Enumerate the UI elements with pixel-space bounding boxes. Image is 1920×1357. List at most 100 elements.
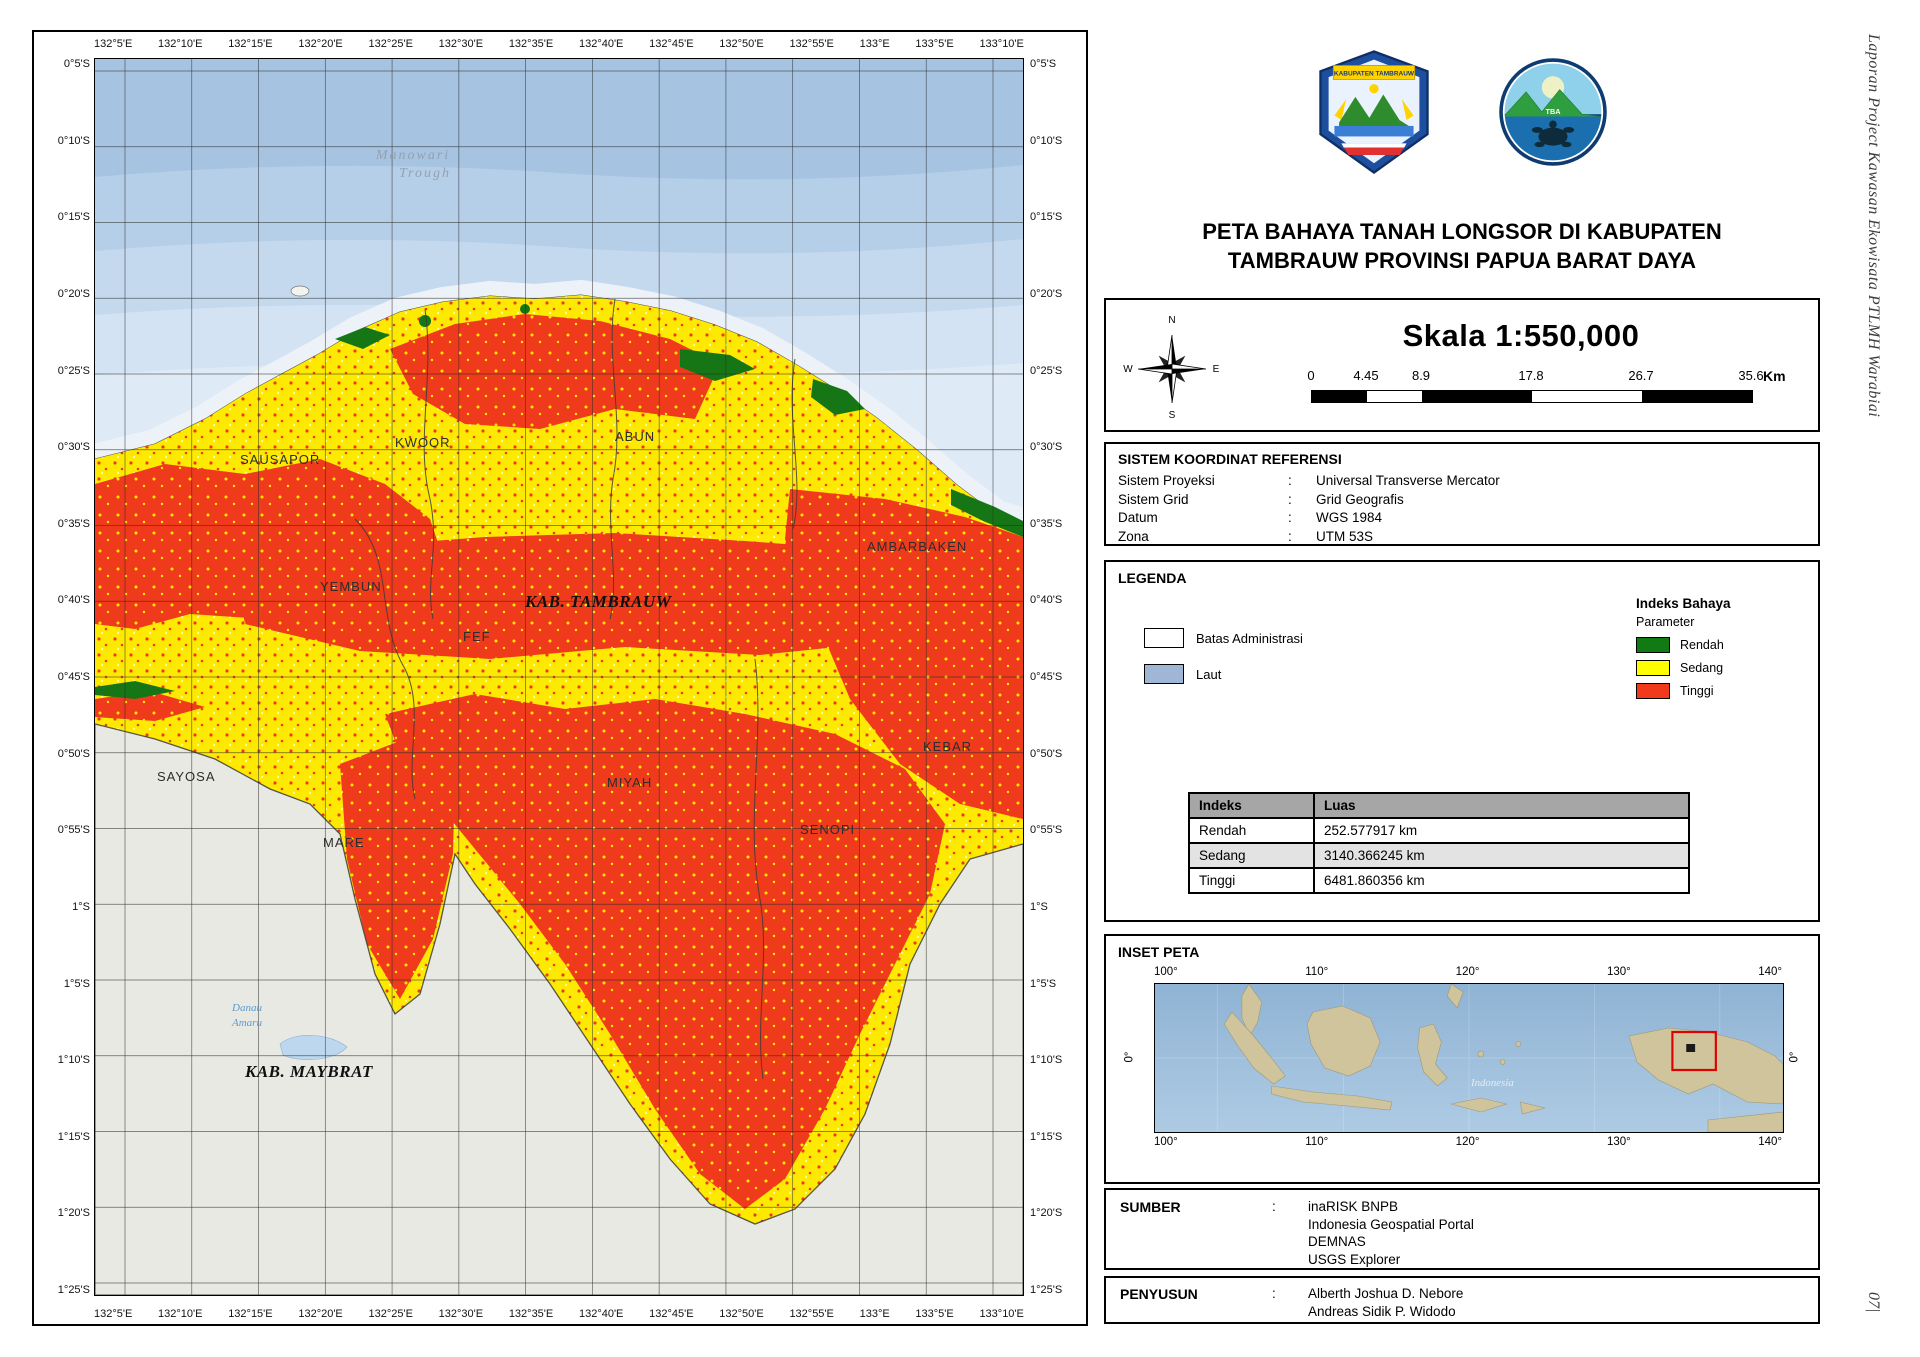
crs-row-label: Zona xyxy=(1118,528,1149,544)
coordinate-label: 132°20'E xyxy=(298,1308,343,1320)
inset-axis-label: 140° xyxy=(1758,966,1782,978)
coordinate-label: 132°25'E xyxy=(368,1308,413,1320)
crs-row-value: Grid Geografis xyxy=(1316,491,1404,507)
coordinate-label: 0°30'S xyxy=(57,441,90,454)
hazard-map-svg: Manowari Trough SAUSAPOR KWOOR ABUN AMBA… xyxy=(95,59,1023,1295)
coordinate-label: 1°25'S xyxy=(1030,1284,1063,1296)
region-label-sausapor: SAUSAPOR xyxy=(240,452,320,467)
scale-tick: 0 xyxy=(1307,368,1315,383)
coordinate-label: 0°35'S xyxy=(1030,517,1063,530)
coordinate-label: 0°45'S xyxy=(1030,671,1063,683)
inset-y-label-right: 0° xyxy=(1788,1051,1801,1063)
coordinate-label: 132°10'E xyxy=(158,1308,203,1320)
sea-label-line1: Manowari xyxy=(375,148,450,163)
sumber-title: SUMBER xyxy=(1120,1199,1181,1215)
map-title-line2: TAMBRAUW PROVINSI PAPUA BARAT DAYA xyxy=(1227,247,1697,273)
scale-section: N E S W Skala 1:550,000 0 4.45 xyxy=(1104,298,1820,432)
region-label-sayosa: SAYOSA xyxy=(157,769,216,784)
inset-axis-label: 140° xyxy=(1758,1136,1782,1148)
inset-title: INSET PETA xyxy=(1118,944,1200,960)
inset-axis-label: 100° xyxy=(1154,966,1178,978)
map-title: PETA BAHAYA TANAH LONGSOR DI KABUPATEN T… xyxy=(1104,218,1820,275)
coordinate-label: 132°55'E xyxy=(789,1308,834,1320)
penyusun-title: PENYUSUN xyxy=(1120,1286,1198,1302)
legend-item: Laut xyxy=(1144,664,1303,684)
sumber-separator: : xyxy=(1272,1199,1276,1214)
inset-axis-label: 110° xyxy=(1305,1136,1329,1148)
sumber-line: USGS Explorer xyxy=(1308,1251,1401,1267)
crs-row-value: Universal Transverse Mercator xyxy=(1316,473,1500,488)
coordinate-label: 1°S xyxy=(72,900,90,913)
coordinate-label: 132°15'E xyxy=(228,1308,273,1320)
crs-title: SISTEM KOORDINAT REFERENSI xyxy=(1118,451,1342,467)
coordinate-label: 0°20'S xyxy=(1030,287,1063,300)
crs-row-separator: : xyxy=(1288,528,1292,544)
coordinate-label: 1°20'S xyxy=(57,1207,90,1220)
coordinate-label: 0°15'S xyxy=(1030,211,1063,224)
coordinate-label: 1°25'S xyxy=(57,1284,90,1296)
coordinate-label: 0°40'S xyxy=(57,594,90,607)
coordinate-label: 0°10'S xyxy=(57,134,90,147)
coordinate-label: 132°35'E xyxy=(508,38,554,50)
crs-row-label: Sistem Grid xyxy=(1118,491,1189,507)
inset-axis-label: 110° xyxy=(1305,966,1329,978)
coordinate-label: 133°E xyxy=(859,1308,890,1320)
crs-row: Sistem Proyeksi : Universal Transverse M… xyxy=(1118,472,1806,491)
crs-row-separator: : xyxy=(1288,510,1292,526)
table-header-luas: Luas xyxy=(1314,793,1689,818)
crs-row: Zona : UTM 53S xyxy=(1118,528,1806,547)
hazard-low-zones xyxy=(95,304,1023,699)
compass-n: N xyxy=(1168,315,1175,326)
hazard-legend-items: Rendah Sedang Tinggi xyxy=(1636,637,1812,699)
small-island xyxy=(290,285,310,297)
hazard-swatch xyxy=(1636,660,1670,676)
legend-item: Batas Administrasi xyxy=(1144,628,1303,648)
coordinate-label: 0°25'S xyxy=(1030,364,1063,377)
table-row: Sedang 3140.366245 km xyxy=(1189,843,1689,868)
region-label-yembun: YEMBUN xyxy=(320,579,382,594)
inset-section: INSET PETA 100° 110° 120° 130° 140° 0° xyxy=(1104,934,1820,1184)
compass-w: W xyxy=(1123,364,1133,375)
region-label-kebar: KEBAR xyxy=(923,739,972,754)
longitude-labels-bottom: 132°5'E 132°10'E 132°15'E 132°20'E 132°25'E 1… xyxy=(94,1308,1024,1320)
table-cell-luas: 252.577917 km xyxy=(1314,818,1689,843)
region-label-mare: MARE xyxy=(323,835,365,850)
crs-row: Sistem Grid : Grid Geografis xyxy=(1118,491,1806,510)
inset-axis-label: 120° xyxy=(1455,966,1480,978)
coordinate-label: 132°50'E xyxy=(719,38,764,50)
hazard-item-label: Rendah xyxy=(1680,638,1724,652)
coordinate-label: 0°5'S xyxy=(1030,58,1057,70)
crs-row-value: WGS 1984 xyxy=(1316,510,1383,526)
region-label-kab-tambrauw: KAB. TAMBRAUW xyxy=(524,592,673,611)
inset-highlight-box xyxy=(1671,1030,1717,1072)
compass-rose-icon: N E S W xyxy=(1123,315,1220,420)
scale-tick: 17.8 xyxy=(1518,368,1544,383)
coordinate-label: 132°30'E xyxy=(438,38,484,50)
coordinate-label: 0°25'S xyxy=(57,364,90,377)
hazard-swatch xyxy=(1636,683,1670,699)
compass-s: S xyxy=(1169,410,1176,420)
scale-label: Skala 1:550,000 xyxy=(1402,318,1640,353)
crs-row-separator: : xyxy=(1288,473,1292,488)
coordinate-label: 132°45'E xyxy=(649,1308,694,1320)
crs-section: SISTEM KOORDINAT REFERENSI Sistem Proyek… xyxy=(1104,442,1820,546)
hazard-legend-title: Indeks Bahaya xyxy=(1636,596,1731,611)
scale-tick: 26.7 xyxy=(1628,368,1654,383)
coordinate-label: 1°15'S xyxy=(57,1130,90,1143)
coordinate-label: 133°5'E xyxy=(915,38,954,50)
coordinate-label: 0°40'S xyxy=(1030,594,1063,607)
coordinate-label: 132°5'E xyxy=(94,1308,133,1320)
scale-tick: 8.9 xyxy=(1411,368,1431,383)
penyusun-line: Alberth Joshua D. Nebore xyxy=(1308,1286,1464,1301)
map-panel: 132°5'E 132°10'E 132°15'E 132°20'E 132°25'E 1… xyxy=(32,30,1088,1326)
hazard-legend-subtitle: Parameter xyxy=(1636,615,1695,629)
crs-row: Datum : WGS 1984 xyxy=(1118,509,1806,528)
compass-e: E xyxy=(1213,364,1220,375)
table-cell-indeks: Sedang xyxy=(1189,843,1314,868)
penyusun-section: PENYUSUN : Alberth Joshua D. Nebore Andre… xyxy=(1104,1276,1820,1324)
legend-item-label: Laut xyxy=(1196,666,1222,682)
legend-base-items: Batas Administrasi Laut xyxy=(1144,628,1303,700)
latitude-labels-left: 0°5'S 0°10'S 0°15'S 0°20'S 0°25'S 0°30'S 0°35'… xyxy=(36,58,90,1296)
crs-row-label: Sistem Proyeksi xyxy=(1118,473,1215,488)
coordinate-label: 0°55'S xyxy=(57,824,90,837)
